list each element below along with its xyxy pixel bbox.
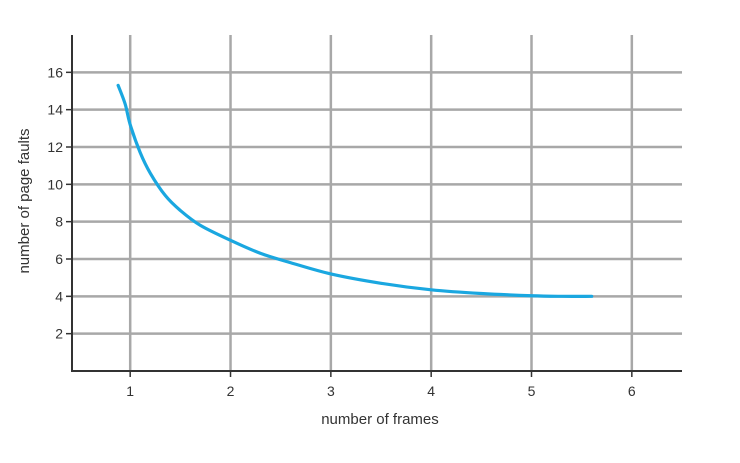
x-axis-title: number of frames (321, 411, 439, 428)
x-tick-label: 2 (227, 383, 235, 399)
grid (72, 35, 682, 371)
y-tick-label: 4 (55, 288, 63, 304)
y-tick-label: 2 (55, 326, 63, 342)
x-tick-label: 5 (528, 383, 536, 399)
axes (66, 35, 682, 377)
y-tick-label: 12 (47, 139, 63, 155)
y-tick-label: 6 (55, 251, 63, 267)
y-tick-label: 16 (47, 64, 63, 80)
x-tick-label: 3 (327, 383, 335, 399)
y-tick-label: 8 (55, 214, 63, 230)
page-faults-curve (116, 83, 594, 298)
y-axis-title: number of page faults (16, 128, 33, 273)
y-tick-label: 10 (47, 176, 63, 192)
x-tick-label: 6 (628, 383, 636, 399)
x-tick-label: 1 (126, 383, 134, 399)
y-tick-label: 14 (47, 102, 63, 118)
series-layer (116, 83, 594, 298)
x-tick-label: 4 (427, 383, 435, 399)
